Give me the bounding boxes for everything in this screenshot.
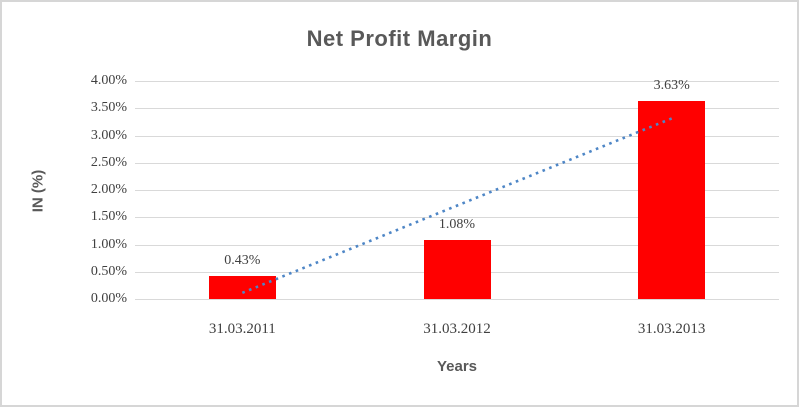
y-tick-label: 4.00% [90, 73, 127, 88]
y-tick-label: 1.50% [90, 209, 127, 225]
x-tick-label: 31.03.2012 [423, 321, 491, 337]
y-tick-label: 3.00% [90, 127, 127, 143]
x-tick-label: 31.03.2013 [637, 321, 706, 337]
gridline [135, 299, 779, 300]
bar-value-label: 1.08% [438, 217, 476, 233]
chart-title: Net Profit Margin [306, 26, 493, 51]
y-tick-label: 2.00% [90, 182, 127, 197]
y-tick-label: 0.00% [90, 291, 127, 306]
x-axis-title: Years [436, 358, 478, 375]
y-tick-label: 1.00% [90, 236, 127, 252]
bar-31.03.2013 [638, 101, 706, 299]
y-tick-label: 2.50% [90, 154, 127, 170]
y-tick-label: 3.50% [90, 100, 127, 116]
bar-31.03.2011 [208, 275, 276, 299]
gridline [135, 108, 779, 110]
bar-value-label: 0.43% [224, 252, 261, 268]
y-axis-title: IN (%) [29, 169, 47, 213]
gridline [135, 81, 779, 82]
x-tick-label: 31.03.2011 [208, 321, 276, 337]
bar-31.03.2012 [423, 240, 491, 299]
bar-value-label: 3.63% [653, 78, 690, 94]
y-tick-label: 0.50% [90, 263, 127, 279]
